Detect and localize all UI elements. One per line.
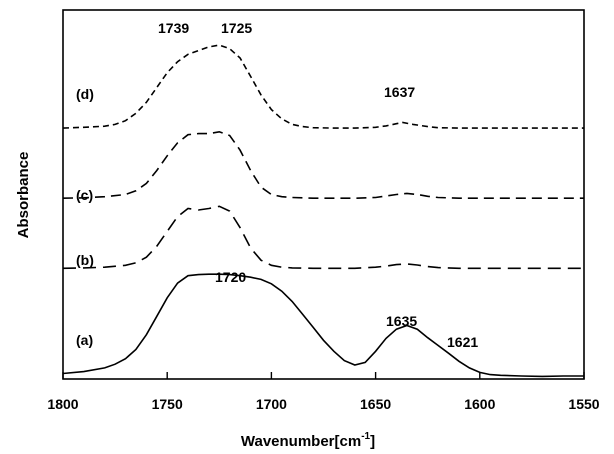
series-line-d xyxy=(62,44,584,129)
x-tick-label: 1600 xyxy=(464,396,495,412)
curve-label-d: (d) xyxy=(76,86,94,102)
x-axis-label: Wavenumber[cm-1] xyxy=(241,431,375,450)
curve-label-a: (a) xyxy=(76,332,93,348)
y-axis-label: Absorbance xyxy=(15,152,32,239)
peak-label-1725: 1725 xyxy=(221,20,252,36)
peak-annotations: 1720 1635 1621 1739 1725 1637 xyxy=(158,20,478,350)
curve-labels: (a) (b) (c) (d) xyxy=(76,86,94,348)
x-tick-label: 1750 xyxy=(152,396,183,412)
peak-label-1720: 1720 xyxy=(215,269,246,285)
curve-label-c: (c) xyxy=(76,187,93,203)
peak-label-1739: 1739 xyxy=(158,20,189,36)
series-line-b xyxy=(62,205,584,270)
x-axis-label-sup: -1 xyxy=(361,431,370,442)
x-tick-label: 1550 xyxy=(568,396,599,412)
x-tick-label: 1700 xyxy=(256,396,287,412)
series-line-a xyxy=(62,273,584,378)
peak-label-1637: 1637 xyxy=(384,84,415,100)
x-axis-label-main: Wavenumber[cm xyxy=(241,433,361,450)
series-line-c xyxy=(62,130,584,199)
x-tick-label: 1650 xyxy=(360,396,391,412)
x-tick-label: 1800 xyxy=(47,396,78,412)
x-axis-label-end: ] xyxy=(370,433,375,450)
peak-label-1621: 1621 xyxy=(447,334,478,350)
spectra-traces xyxy=(62,44,584,378)
peak-label-1635: 1635 xyxy=(386,313,417,329)
plot-frame xyxy=(62,9,585,380)
x-axis-ticks: 1800 1750 1700 1650 1600 1550 xyxy=(47,372,600,412)
curve-label-b: (b) xyxy=(76,252,94,268)
